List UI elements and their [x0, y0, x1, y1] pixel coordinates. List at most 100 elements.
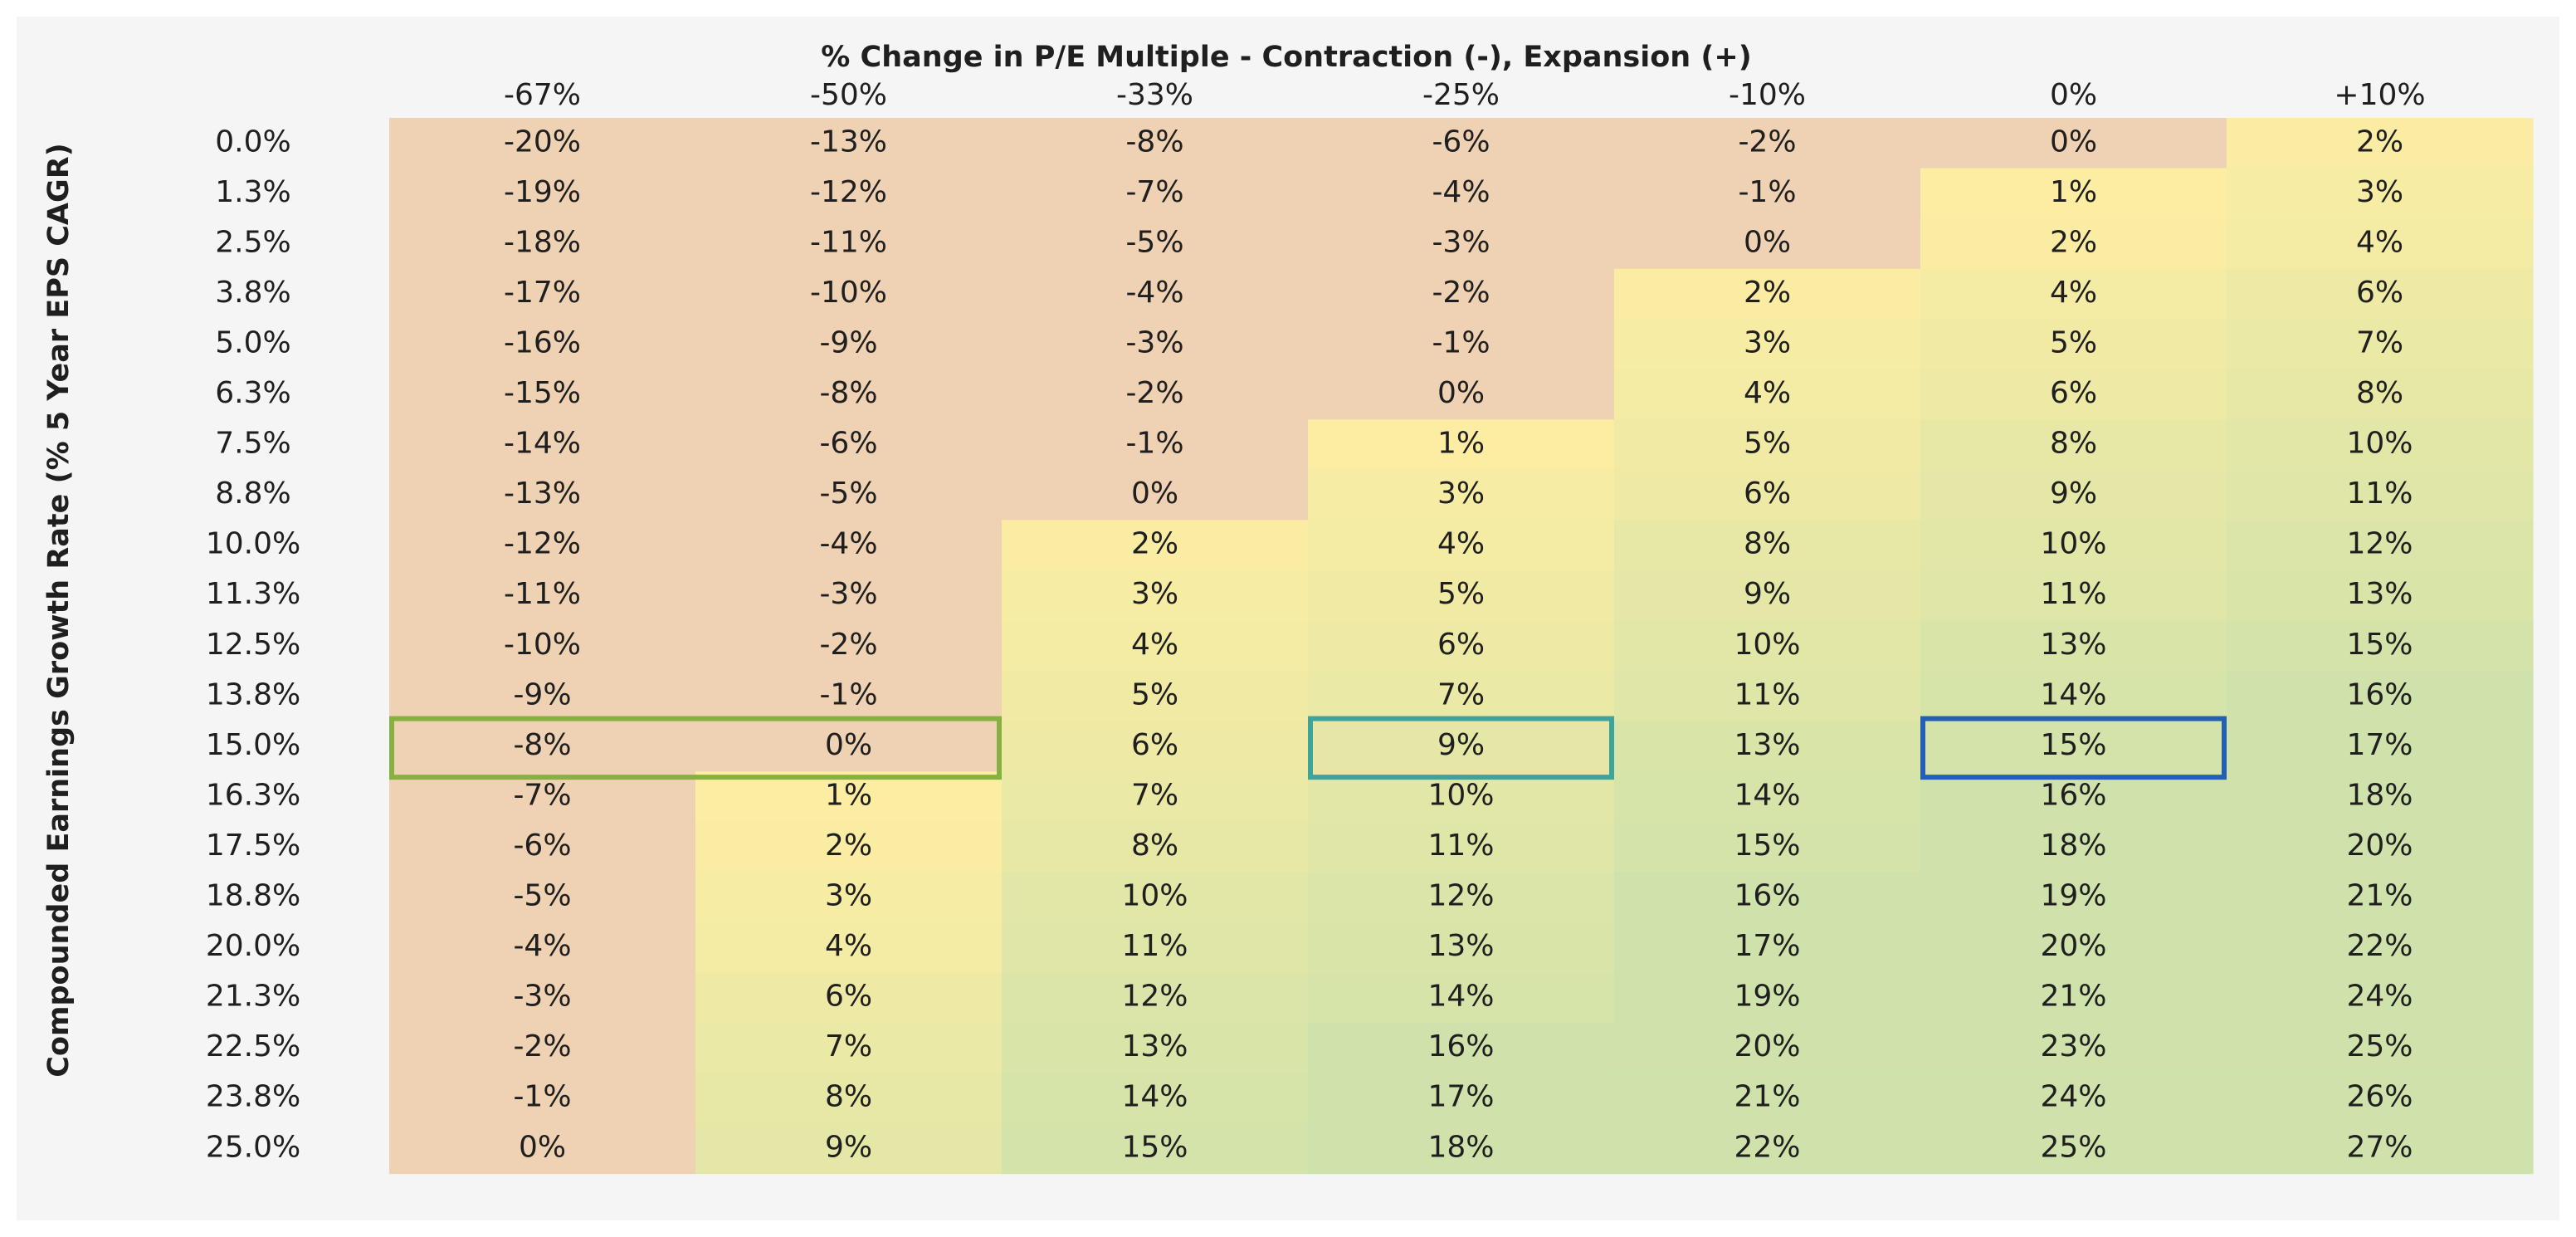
heatmap-cell [1308, 1073, 1615, 1124]
cell-value: -9% [819, 325, 877, 359]
row-label: 5.0% [215, 325, 290, 359]
heatmap-cell [1308, 771, 1615, 823]
heatmap-cell [1002, 369, 1309, 420]
cell-value: 4% [1131, 628, 1178, 662]
cell-value: 8% [2356, 376, 2403, 410]
heatmap-cell [695, 922, 1003, 973]
row-label: 17.5% [206, 829, 300, 863]
row-label: 6.3% [215, 376, 290, 410]
cell-value: 6% [1744, 477, 1791, 511]
cell-value: -9% [513, 677, 571, 711]
heatmap-cell [695, 168, 1003, 219]
row-label: 10.0% [206, 527, 300, 561]
cell-value: -6% [819, 427, 877, 461]
heatmap-cell [2227, 118, 2534, 169]
row-label: 8.8% [215, 477, 290, 511]
cell-value: -13% [810, 125, 887, 159]
cell-value: -11% [504, 577, 581, 611]
cell-value: 7% [825, 1029, 872, 1063]
heatmap-cell [389, 721, 696, 772]
heatmap-cell [2227, 721, 2534, 772]
heatmap-cell [695, 771, 1003, 823]
heatmap-cell [389, 319, 696, 370]
cell-value: -5% [513, 879, 571, 913]
heatmap-cell [1614, 1022, 1921, 1074]
row-label: 23.8% [206, 1080, 300, 1114]
heatmap-cell [1920, 872, 2227, 923]
cell-value: 8% [2050, 427, 2097, 461]
cell-value: -18% [504, 225, 581, 259]
heatmap-panel: % Change in P/E Multiple - Contraction (… [17, 17, 2559, 1220]
heatmap-cell [695, 1022, 1003, 1074]
cell-value: 18% [1427, 1130, 1494, 1164]
cell-value: -4% [513, 929, 571, 963]
heatmap-cell [2227, 922, 2534, 973]
cell-value: 14% [1121, 1080, 1188, 1114]
cell-value: 4% [2356, 225, 2403, 259]
cell-value: 6% [2356, 276, 2403, 310]
heatmap-cell [2227, 369, 2534, 420]
row-label: 20.0% [206, 929, 300, 963]
heatmap-cell [1614, 369, 1921, 420]
cell-value: -7% [1125, 175, 1183, 209]
cell-value: 17% [1427, 1080, 1494, 1114]
heatmap-cell [1614, 520, 1921, 571]
cells-layer [389, 118, 2534, 1175]
cell-value: -1% [513, 1080, 571, 1114]
heatmap-cell [1920, 369, 2227, 420]
cell-value: 6% [2050, 376, 2097, 410]
cell-value: 20% [2040, 929, 2106, 963]
heatmap-cell [2227, 218, 2534, 270]
row-label: 0.0% [215, 125, 290, 159]
heatmap-cell [389, 671, 696, 722]
heatmap-cell [1920, 821, 2227, 873]
cell-value: 21% [2346, 879, 2413, 913]
cell-value: -14% [504, 427, 581, 461]
heatmap-cell [1002, 520, 1309, 571]
cell-value: 6% [1131, 728, 1178, 762]
heatmap-chart: % Change in P/E Multiple - Contraction (… [42, 41, 2534, 1175]
heatmap-cell [389, 469, 696, 521]
cell-value: 26% [2346, 1080, 2413, 1114]
heatmap-cell [389, 369, 696, 420]
cell-value: 8% [1131, 829, 1178, 863]
heatmap-cell [1308, 419, 1615, 471]
heatmap-cell [1308, 319, 1615, 370]
heatmap-cell [1002, 671, 1309, 722]
column-header: -10% [1729, 78, 1806, 112]
heatmap-cell [1614, 218, 1921, 270]
heatmap-cell [2227, 972, 2534, 1024]
cell-value: 3% [1437, 477, 1485, 511]
cell-value: 13% [1734, 728, 1800, 762]
heatmap-cell [695, 1123, 1003, 1175]
cell-value: 9% [2050, 477, 2097, 511]
cell-value: 16% [2346, 677, 2413, 711]
cell-value: 4% [1744, 376, 1791, 410]
cell-value: 21% [2040, 980, 2106, 1014]
heatmap-cell [1614, 1073, 1921, 1124]
cell-value: 10% [2040, 527, 2106, 561]
heatmap-cell [695, 369, 1003, 420]
cell-value: 11% [2040, 577, 2106, 611]
heatmap-cell [1002, 972, 1309, 1024]
heatmap-cell [1002, 570, 1309, 622]
cell-value: 20% [2346, 829, 2413, 863]
row-label: 13.8% [206, 677, 300, 711]
heatmap-cell [1614, 821, 1921, 873]
cell-value: 12% [1121, 980, 1188, 1014]
cell-value: -12% [810, 175, 887, 209]
cell-value: 7% [1437, 677, 1485, 711]
heatmap-cell [695, 1073, 1003, 1124]
cell-value: 12% [1427, 879, 1494, 913]
heatmap-cell [1308, 620, 1615, 672]
heatmap-cell [1308, 972, 1615, 1024]
heatmap-cell [1920, 620, 2227, 672]
cell-value: 4% [2050, 276, 2097, 310]
cell-value: -2% [819, 628, 877, 662]
cell-value: 2% [1131, 527, 1178, 561]
heatmap-cell [1308, 118, 1615, 169]
heatmap-cell [1920, 570, 2227, 622]
cell-value: 5% [1744, 427, 1791, 461]
heatmap-cell [1308, 218, 1615, 270]
heatmap-cell [1614, 972, 1921, 1024]
